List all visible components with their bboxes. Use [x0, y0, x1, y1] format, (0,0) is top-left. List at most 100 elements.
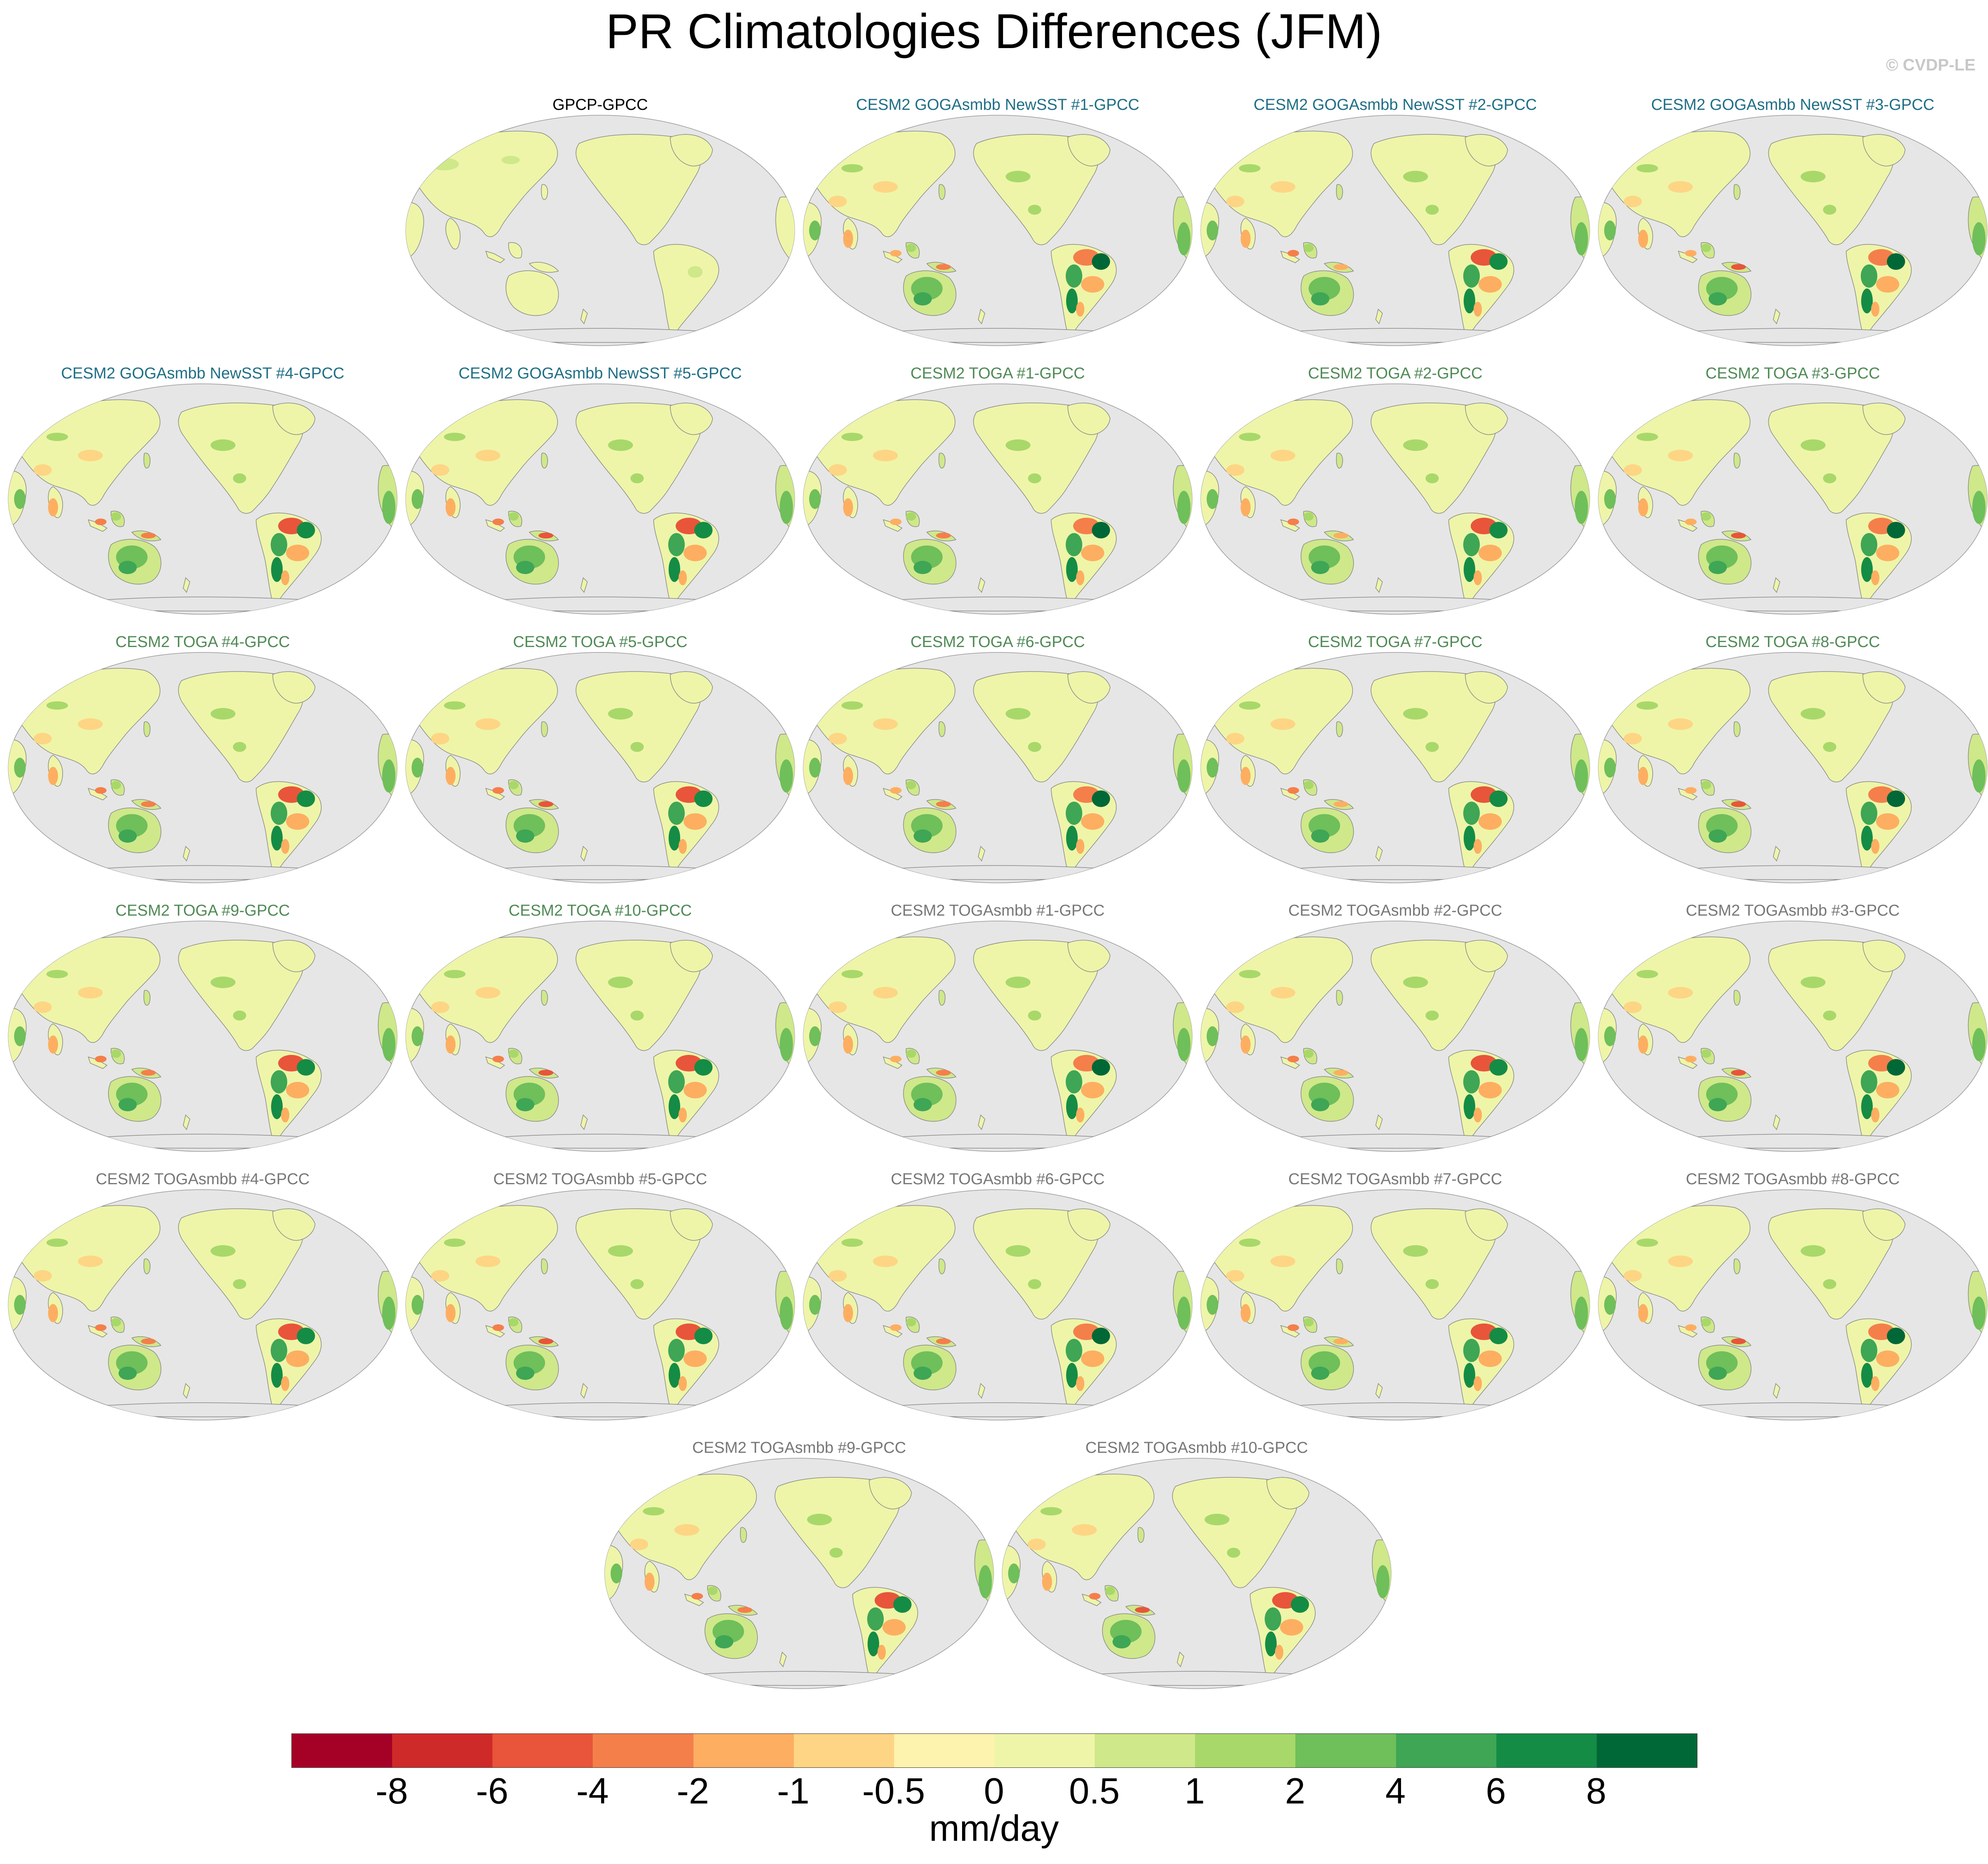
precip-anomaly-patch — [509, 1318, 519, 1326]
precip-anomaly-patch — [1066, 264, 1082, 288]
precip-anomaly-patch — [1403, 1245, 1428, 1257]
precip-anomaly-patch — [1668, 718, 1693, 730]
figure-title: PR Climatologies Differences (JFM) — [606, 4, 1382, 59]
precip-anomaly-patch — [1287, 1056, 1299, 1062]
precip-anomaly-patch — [286, 1082, 309, 1098]
precip-anomaly-patch — [1311, 561, 1329, 574]
land-nz — [183, 846, 190, 862]
precip-anomaly-patch — [1076, 1376, 1084, 1391]
land-greenland — [1465, 940, 1508, 972]
land-japan — [1733, 1258, 1741, 1275]
colorbar-tick-label: 8 — [1586, 1770, 1607, 1811]
precip-anomaly-patch — [1092, 1059, 1110, 1076]
precip-anomaly-patch — [271, 1094, 283, 1119]
precip-anomaly-patch — [679, 839, 687, 854]
precip-anomaly-patch — [34, 733, 52, 744]
precip-anomaly-patch — [1066, 533, 1082, 556]
land-nz — [1375, 1114, 1383, 1130]
precip-anomaly-patch — [611, 1563, 622, 1583]
precip-anomaly-patch — [14, 489, 26, 509]
precip-anomaly-patch — [809, 1295, 821, 1315]
precip-anomaly-patch — [297, 1328, 315, 1344]
land-greenland — [272, 940, 315, 972]
land-india — [445, 218, 461, 250]
precip-anomaly-patch — [34, 1001, 52, 1013]
global-map — [803, 1189, 1193, 1420]
precip-anomaly-patch — [1265, 1631, 1277, 1656]
precip-anomaly-patch — [1972, 222, 1986, 255]
precip-anomaly-patch — [1205, 1514, 1229, 1525]
global-map — [8, 1189, 398, 1420]
precip-anomaly-patch — [1638, 230, 1648, 248]
precip-anomaly-patch — [1275, 1645, 1283, 1660]
precip-anomaly-patch — [1668, 1256, 1693, 1267]
precip-anomaly-patch — [271, 557, 283, 582]
precip-anomaly-patch — [431, 733, 449, 744]
precip-anomaly-patch — [841, 701, 863, 710]
precip-anomaly-patch — [1876, 276, 1899, 293]
precip-anomaly-patch — [382, 1297, 395, 1330]
precip-anomaly-patch — [1701, 512, 1711, 521]
precip-anomaly-patch — [867, 1607, 884, 1631]
panel-title: CESM2 TOGAsmbb #4-GPCC — [96, 1171, 310, 1188]
precip-anomaly-patch — [286, 545, 309, 561]
precip-anomaly-patch — [1731, 1070, 1746, 1076]
precip-anomaly-patch — [286, 1350, 309, 1367]
precip-anomaly-patch — [1709, 1098, 1727, 1111]
colorbar-tick-label: -1 — [777, 1770, 810, 1811]
precip-anomaly-patch — [645, 1573, 655, 1591]
precip-anomaly-patch — [78, 718, 103, 730]
precip-anomaly-patch — [780, 1028, 793, 1061]
precip-anomaly-patch — [281, 839, 289, 854]
precip-anomaly-patch — [890, 519, 902, 525]
precip-anomaly-patch — [211, 439, 235, 451]
precip-anomaly-patch — [1270, 1256, 1295, 1267]
precip-anomaly-patch — [119, 1098, 137, 1111]
precip-anomaly-patch — [95, 787, 107, 794]
land-nz — [1773, 846, 1780, 862]
land-greenland — [272, 402, 315, 435]
precip-anomaly-patch — [829, 1270, 847, 1282]
precip-anomaly-patch — [1604, 1295, 1616, 1315]
precip-anomaly-patch — [141, 533, 156, 538]
precip-anomaly-patch — [1823, 473, 1836, 483]
precip-anomaly-patch — [890, 250, 902, 257]
map-panel: CESM2 TOGA #2-GPCC — [1199, 364, 1591, 617]
global-map — [8, 921, 398, 1152]
land-greenland — [670, 940, 713, 972]
precip-anomaly-patch — [1066, 1363, 1078, 1388]
precip-anomaly-patch — [1008, 1563, 1020, 1583]
map-panel: CESM2 TOGAsmbb #7-GPCC — [1199, 1170, 1591, 1423]
precip-anomaly-patch — [516, 561, 534, 574]
precip-anomaly-patch — [1731, 801, 1746, 807]
precip-anomaly-patch — [1028, 205, 1041, 215]
precip-anomaly-patch — [1076, 570, 1084, 585]
precip-anomaly-patch — [1604, 758, 1616, 778]
precip-anomaly-patch — [843, 230, 853, 248]
precip-anomaly-patch — [890, 1056, 902, 1062]
precip-anomaly-patch — [684, 1350, 707, 1367]
precip-anomaly-patch — [1040, 1507, 1062, 1515]
precip-anomaly-patch — [1479, 1350, 1502, 1367]
precip-anomaly-patch — [78, 450, 103, 461]
global-map — [405, 652, 795, 883]
precip-anomaly-patch — [843, 767, 853, 785]
global-map — [405, 921, 795, 1152]
land-greenland — [1266, 1477, 1309, 1510]
precip-anomaly-patch — [444, 433, 465, 441]
land-nz — [1773, 577, 1780, 593]
precip-anomaly-patch — [1871, 839, 1879, 854]
precip-anomaly-patch — [1333, 801, 1348, 807]
precip-anomaly-patch — [1066, 1339, 1082, 1362]
land-japan — [1336, 453, 1343, 469]
panel-title: CESM2 GOGAsmbb NewSST #2-GPCC — [1253, 96, 1537, 114]
precip-anomaly-patch — [48, 1035, 58, 1054]
precip-anomaly-patch — [95, 519, 107, 525]
precip-anomaly-patch — [608, 439, 633, 451]
precip-anomaly-patch — [431, 1270, 449, 1282]
precip-anomaly-patch — [1113, 1635, 1131, 1648]
precip-anomaly-patch — [1042, 1573, 1052, 1591]
land-japan — [1733, 990, 1741, 1006]
panel-title: CESM2 TOGA #10-GPCC — [508, 902, 692, 919]
precip-anomaly-patch — [1304, 781, 1314, 789]
